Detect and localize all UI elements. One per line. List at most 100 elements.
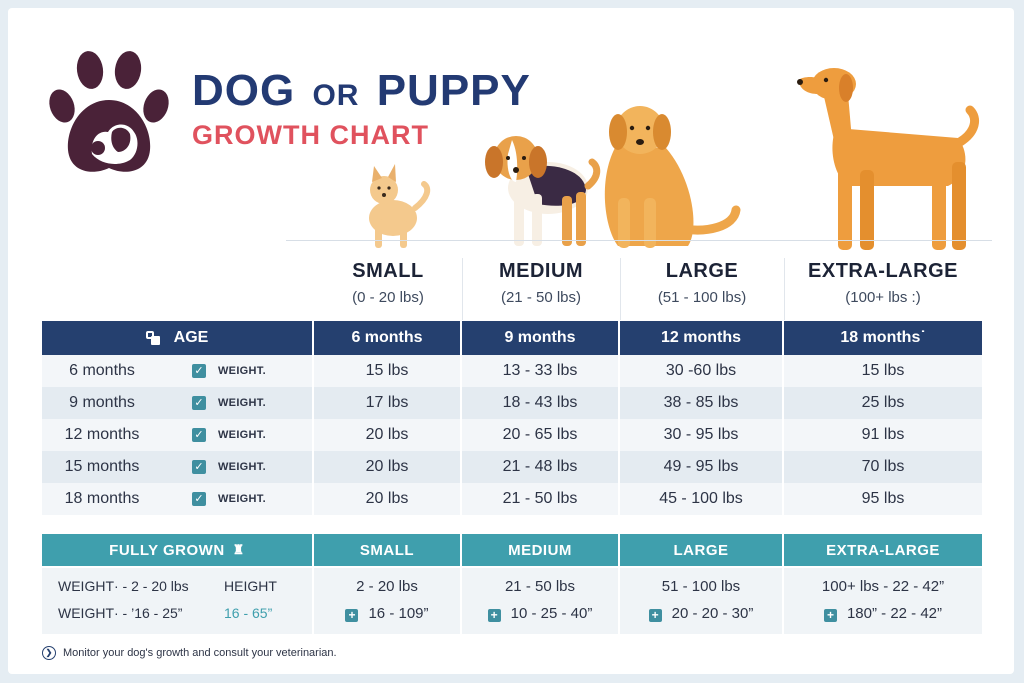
summary-height-value: 16 - 65” <box>224 605 273 621</box>
fully-grown-height: 10 - 25 - 40” <box>510 605 593 622</box>
weight-value: 18 - 43 lbs <box>462 387 620 419</box>
age-header-cell: AGE <box>42 321 314 355</box>
table-row: 18 months ✓ WEIGHT. 20 lbs 21 - 50 lbs 4… <box>42 483 982 515</box>
plus-icon: + <box>487 609 501 622</box>
weight-label: WEIGHT. <box>218 429 266 441</box>
size-name: EXTRA-LARGE <box>808 260 958 282</box>
plus-icon: + <box>823 609 837 622</box>
weight-value: 15 lbs <box>861 362 905 379</box>
weight-label: WEIGHT. <box>218 365 266 377</box>
fully-grown-height-row: +180” - 22 - 42” <box>784 605 982 622</box>
fully-grown-header: FULLY GROWN ♜ SMALL MEDIUM LARGE EXTRA-L… <box>42 534 982 566</box>
plus-icon: + <box>345 609 359 622</box>
size-range: (0 - 20 lbs) <box>352 289 424 306</box>
size-col-header: EXTRA-LARGE <box>826 541 940 559</box>
weight-value: 20 lbs <box>314 483 462 515</box>
weight-value: 38 - 85 lbs <box>620 387 784 419</box>
age-header-label: AGE <box>173 329 209 346</box>
weight-value: 20 lbs <box>314 419 462 451</box>
fully-grown-weight: 2 - 20 lbs <box>356 578 418 595</box>
chart-card: DOG OR PUPPY GROWTH CHART <box>8 8 1014 674</box>
summary-weight-1: WEIGHT· - 2 - 20 lbs <box>58 578 189 594</box>
checkbox-icon: ✓ <box>192 492 206 506</box>
divider <box>784 258 785 320</box>
size-heading-small: SMALL (0 - 20 lbs) <box>314 260 462 306</box>
title-puppy: PUPPY <box>376 66 531 115</box>
age-cell: 18 months ✓ WEIGHT. <box>42 483 314 515</box>
age-label: 12 months <box>64 426 140 443</box>
medium-dog-icon <box>485 136 601 246</box>
weight-value: 20 - 65 lbs <box>462 419 620 451</box>
weight-value: 95 lbs <box>861 490 905 507</box>
fully-grown-summary: WEIGHT· - 2 - 20 lbs WEIGHT· - ’16 - 25”… <box>42 568 314 634</box>
checkbox-icon: ✓ <box>192 428 206 442</box>
table-row: 12 months ✓ WEIGHT. 20 lbs 20 - 65 lbs 3… <box>42 419 982 451</box>
summary-weight-2: WEIGHT· - ’16 - 25” <box>58 605 183 621</box>
size-name: LARGE <box>665 260 739 282</box>
title-dog: DOG <box>192 66 296 115</box>
title-or: OR <box>312 79 360 112</box>
fully-grown-height: 20 - 20 - 30” <box>671 605 754 622</box>
age-label: 9 months <box>69 394 135 411</box>
page-title: DOG OR PUPPY <box>192 66 531 116</box>
age-cell: 9 months ✓ WEIGHT. <box>42 387 314 419</box>
fully-grown-label: FULLY GROWN <box>109 541 225 559</box>
table-row: 9 months ✓ WEIGHT. 17 lbs 18 - 43 lbs 38… <box>42 387 982 419</box>
weight-value: 30 - 95 lbs <box>620 419 784 451</box>
age-col-header: 12 months <box>620 321 784 355</box>
footer-text: Monitor your dog's growth and consult yo… <box>63 647 337 659</box>
size-heading-large: LARGE (51 - 100 lbs) <box>620 260 784 306</box>
weight-value: 30 -60 lbs <box>620 355 784 387</box>
fully-grown-col: 2 - 20 lbs +16 - 109” <box>314 568 462 634</box>
weight-value: 21 - 50 lbs <box>462 483 620 515</box>
table-row: 6 months ✓ WEIGHT. 15 lbs 13 - 33 lbs 30… <box>42 355 982 387</box>
fully-grown-height-row: +16 - 109” <box>314 605 460 622</box>
age-label: 15 months <box>64 458 140 475</box>
size-name: SMALL <box>352 260 424 282</box>
fully-grown-weight: 51 - 100 lbs <box>661 578 741 595</box>
checkbox-icon: ✓ <box>192 396 206 410</box>
weight-label: WEIGHT. <box>218 493 266 505</box>
fully-grown-weight: 21 - 50 lbs <box>504 578 576 595</box>
weight-value: 25 lbs <box>861 394 905 411</box>
extra-large-dog-icon <box>797 68 980 250</box>
fully-grown-height-row: +10 - 25 - 40” <box>462 605 618 622</box>
size-col-header: SMALL <box>314 534 462 566</box>
fully-grown-col: 51 - 100 lbs +20 - 20 - 30” <box>620 568 784 634</box>
paw-logo-icon <box>49 51 169 172</box>
fully-grown-height: 180” - 22 - 42” <box>846 605 943 622</box>
checkbox-icon: ✓ <box>192 364 206 378</box>
weight-label: WEIGHT. <box>218 397 266 409</box>
small-dog-icon <box>369 164 431 248</box>
age-label: 18 months <box>64 490 140 507</box>
size-name: MEDIUM <box>498 260 584 282</box>
plus-icon: + <box>648 609 662 622</box>
size-heading-medium: MEDIUM (21 - 50 lbs) <box>462 260 620 306</box>
fully-grown-header-cell: FULLY GROWN ♜ <box>42 534 314 566</box>
age-table-header: AGE 6 months 9 months 12 months 18 month… <box>42 321 982 355</box>
trophy-icon: ♜ <box>232 542 245 557</box>
size-range: (100+ lbs :) <box>845 289 921 306</box>
large-dog-icon <box>604 106 741 248</box>
table-row: 15 months ✓ WEIGHT. 20 lbs 21 - 48 lbs 4… <box>42 451 982 483</box>
weight-value: 49 - 95 lbs <box>620 451 784 483</box>
divider <box>620 258 621 320</box>
weight-label: WEIGHT. <box>218 461 266 473</box>
fully-grown-col: 21 - 50 lbs +10 - 25 - 40” <box>462 568 620 634</box>
fully-grown-height: 16 - 109” <box>368 605 429 622</box>
fully-grown-height-row: +20 - 20 - 30” <box>620 605 782 622</box>
age-cell: 15 months ✓ WEIGHT. <box>42 451 314 483</box>
weight-value: 17 lbs <box>314 387 462 419</box>
divider <box>462 258 463 320</box>
age-cell: 6 months ✓ WEIGHT. <box>42 355 314 387</box>
age-label: 6 months <box>69 362 135 379</box>
weight-value: 70 lbs <box>861 458 905 475</box>
age-col-header: 18 months˙ <box>840 329 926 346</box>
weight-value: 45 - 100 lbs <box>620 483 784 515</box>
weight-value: 20 lbs <box>314 451 462 483</box>
fully-grown-weight: 100+ lbs - 22 - 42” <box>821 578 945 595</box>
size-col-header: LARGE <box>620 534 784 566</box>
size-heading-extra-large: EXTRA-LARGE (100+ lbs :) <box>784 260 982 306</box>
size-col-header: MEDIUM <box>462 534 620 566</box>
weight-value: 13 - 33 lbs <box>462 355 620 387</box>
